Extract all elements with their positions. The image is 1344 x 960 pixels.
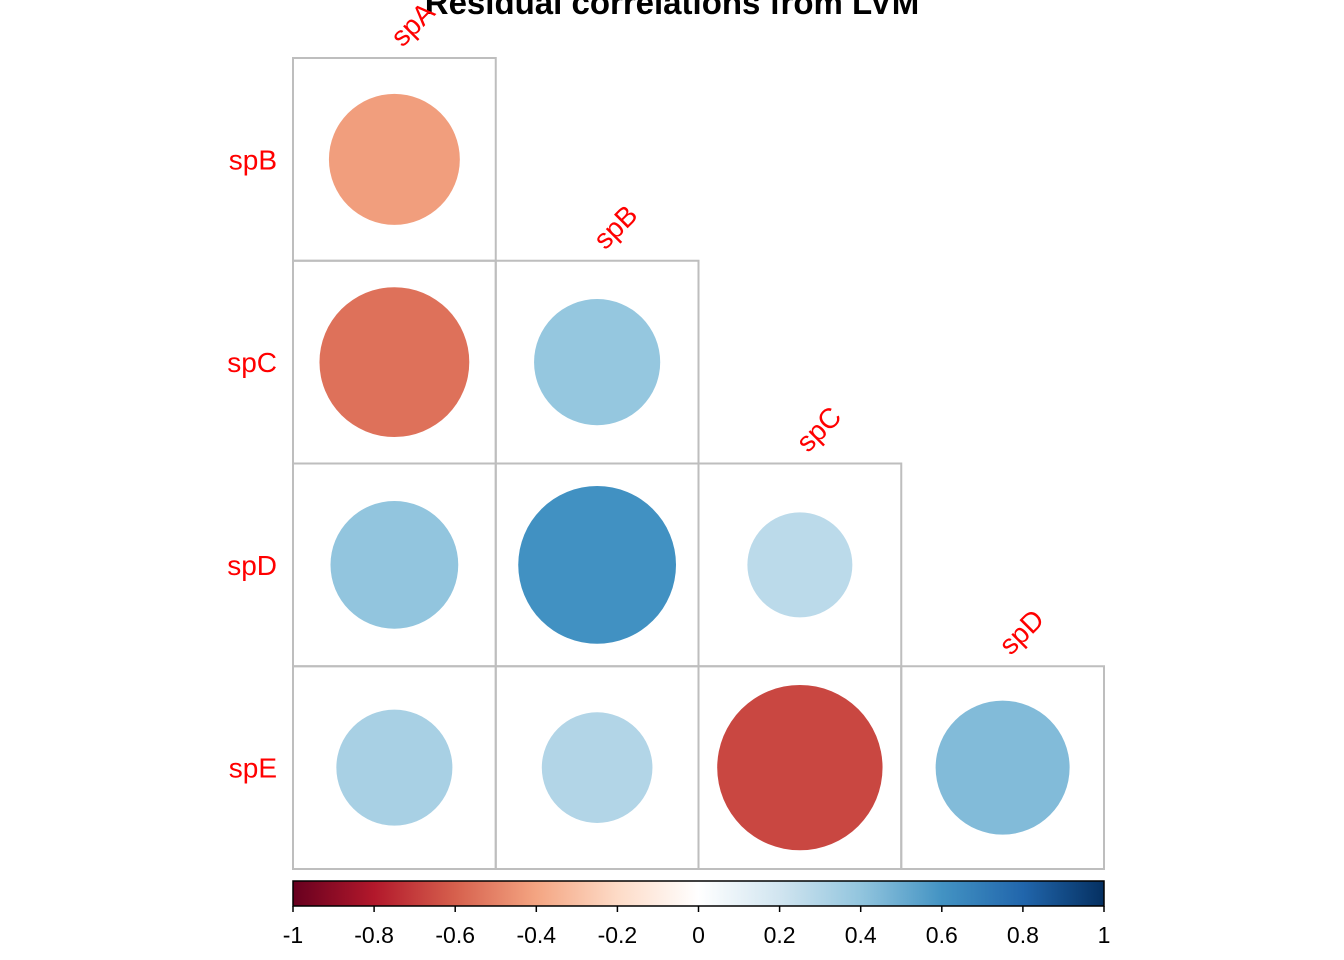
col-label-spC: spC (790, 401, 847, 458)
corr-circle-spD-spA (330, 500, 459, 629)
colorbar-tick-label-8: 0.6 (926, 922, 958, 948)
corr-circle-spE-spD (935, 700, 1070, 835)
corr-circle-spD-spC (747, 512, 853, 618)
colorbar-tick-label-9: 0.8 (1007, 922, 1039, 948)
row-label-spD: spD (227, 550, 277, 581)
corr-circle-spC-spB (534, 299, 661, 426)
colorbar-tick-label-0: -1 (283, 922, 303, 948)
corr-circle-spE-spC (717, 684, 883, 851)
colorbar-tick-label-6: 0.2 (764, 922, 796, 948)
chart-title: Residual correlations from LVM (425, 0, 919, 21)
row-label-spC: spC (227, 347, 277, 378)
colorbar-tick-label-7: 0.4 (845, 922, 877, 948)
colorbar-gradient (292, 880, 1105, 907)
row-label-spE: spE (229, 753, 277, 784)
corr-circle-spC-spA (319, 287, 470, 438)
colorbar-tick-label-3: -0.4 (516, 922, 556, 948)
colorbar-tick-label-4: -0.2 (598, 922, 638, 948)
corr-circle-spE-spB (541, 712, 653, 823)
correlation-circles (319, 93, 1070, 851)
colorbar-tick-label-10: 1 (1098, 922, 1111, 948)
col-label-spD: spD (993, 603, 1050, 660)
corr-circle-spB-spA (328, 93, 460, 225)
colorbar-tick-label-2: -0.6 (435, 922, 475, 948)
corr-circle-spD-spB (518, 485, 677, 644)
colorbar-tick-label-1: -0.8 (354, 922, 394, 948)
colorbar-tick-label-5: 0 (692, 922, 705, 948)
corr-circle-spE-spA (336, 709, 453, 826)
grid-cell-spE-spD (900, 665, 1105, 870)
col-label-spB: spB (587, 199, 643, 255)
colorbar: -1 -0.8 -0.6 -0.4 -0.2 0 0.2 0.4 0.6 0.8 1 (283, 880, 1111, 948)
grid (292, 57, 1105, 870)
row-label-spB: spB (229, 144, 277, 175)
